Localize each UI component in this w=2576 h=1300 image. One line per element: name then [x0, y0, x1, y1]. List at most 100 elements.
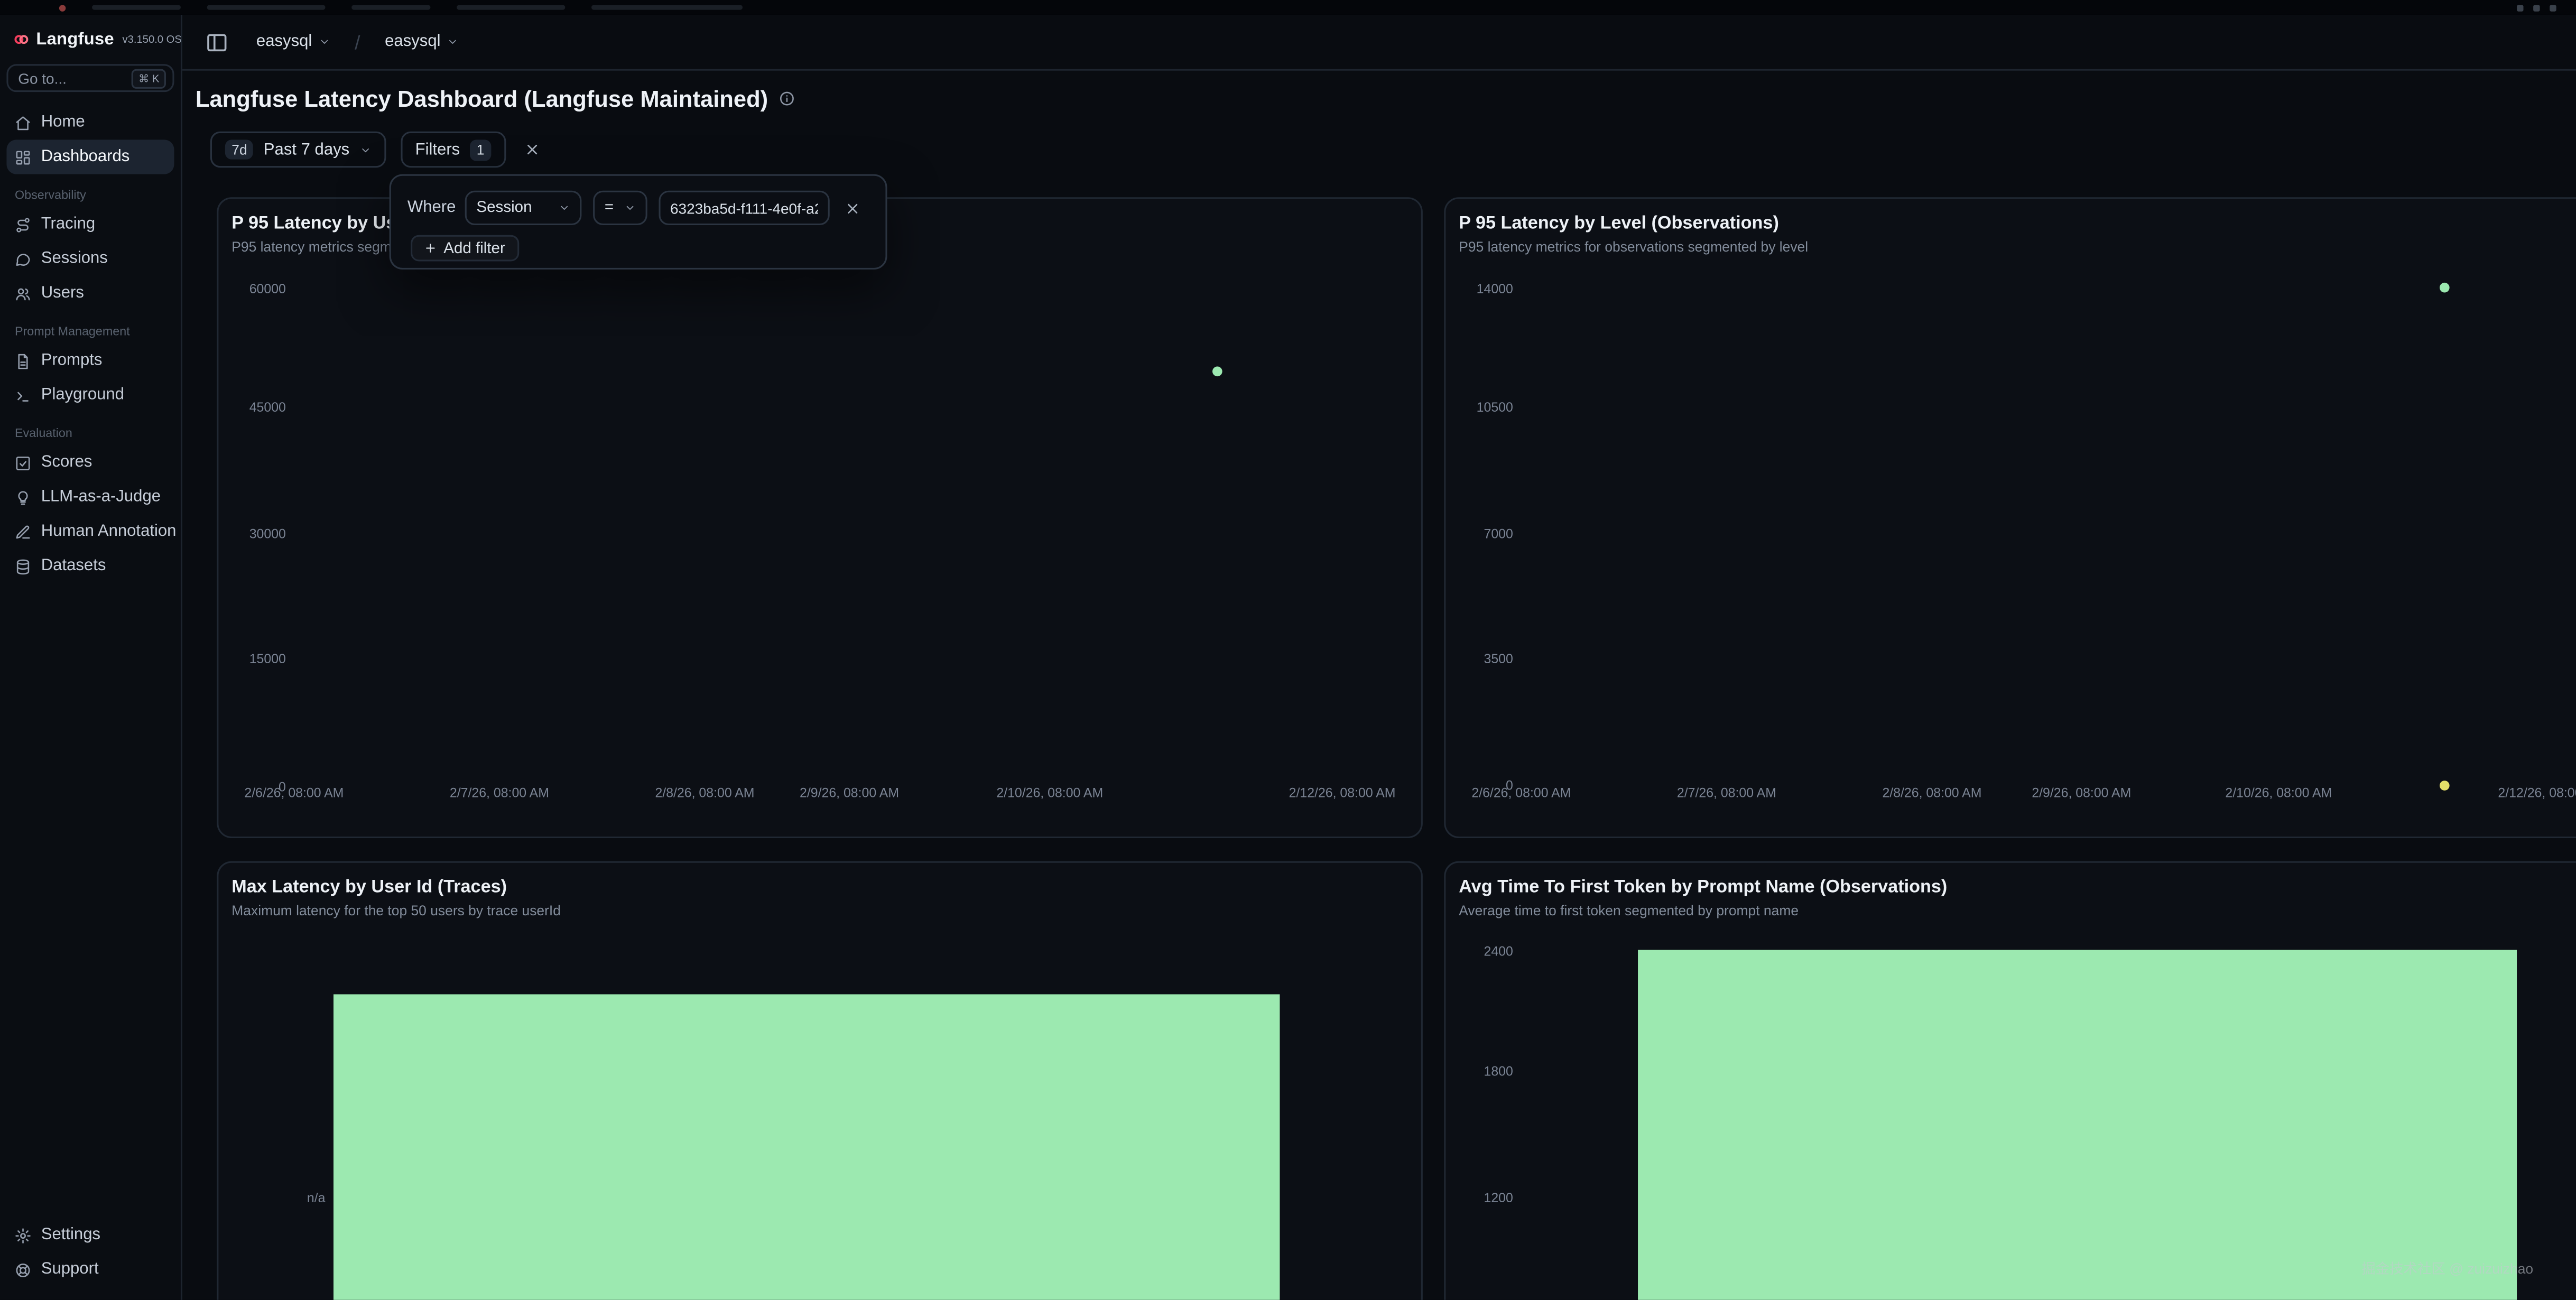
sidebar-item-label: Users — [41, 284, 84, 303]
date-range-chip: 7d — [225, 140, 254, 160]
y-axis-tick: 30000 — [249, 526, 286, 542]
sidebar-item-prompts[interactable]: Prompts — [6, 343, 174, 378]
scatter-point — [2439, 781, 2450, 791]
sidebar-item-label: Settings — [41, 1225, 101, 1245]
browser-tab-placeholder — [457, 5, 566, 10]
chevron-down-icon — [624, 202, 636, 214]
terminal-icon — [15, 387, 31, 403]
sidebar-item-human-annotation[interactable]: Human Annotation — [6, 514, 176, 549]
chevron-down-icon — [447, 36, 459, 48]
filter-value-input[interactable] — [659, 190, 830, 226]
browser-tab-placeholder — [92, 5, 181, 10]
goto-shortcut-kbd: ⌘ K — [132, 68, 166, 88]
sidebar-item-support[interactable]: Support — [6, 1252, 174, 1287]
filter-condition-row: Where Session = — [407, 190, 869, 226]
y-axis-tick: 15000 — [249, 652, 286, 667]
scatter-point — [2439, 282, 2450, 293]
plus-icon — [424, 242, 437, 255]
filter-popover: Where Session = Add filter — [389, 174, 887, 270]
project-name: easysql — [385, 33, 441, 51]
sidebar-item-datasets[interactable]: Datasets — [6, 549, 174, 583]
home-icon — [15, 114, 31, 131]
y-axis-tick: 45000 — [249, 400, 286, 415]
x-axis-tick: 2/8/26, 08:00 AM — [1882, 785, 1982, 801]
app-frame: Langfuse v3.150.0 OSS Go to... ⌘ K Home … — [0, 14, 2576, 1300]
x-axis-tick: 2/9/26, 08:00 AM — [2032, 785, 2132, 801]
main-content: easysql / easysql Langfuse Latency Dashb… — [182, 14, 2576, 1300]
x-axis-tick: 2/7/26, 08:00 AM — [449, 785, 549, 801]
remove-filter-button[interactable] — [841, 197, 865, 220]
panel-left-icon — [206, 31, 229, 54]
database-icon — [15, 558, 31, 574]
pen-icon — [15, 524, 31, 540]
filter-bar: 7d Past 7 days Filters 1 — [210, 131, 2576, 168]
where-label: Where — [407, 199, 456, 217]
sidebar-item-playground[interactable]: Playground — [6, 378, 174, 412]
file-text-icon — [15, 352, 31, 369]
route-icon — [15, 216, 31, 233]
x-axis-tick: 2/6/26, 08:00 AM — [244, 785, 344, 801]
info-icon[interactable] — [778, 90, 794, 107]
y-axis-tick: 60000 — [249, 282, 286, 297]
dashboard-grid: P 95 Latency by User Id (Traces) P95 lat… — [217, 197, 2576, 1300]
chevron-down-icon — [359, 144, 371, 155]
sidebar-item-tracing[interactable]: Tracing — [6, 207, 174, 242]
browser-extension-icon — [2550, 4, 2556, 11]
filters-button[interactable]: Filters 1 — [400, 131, 506, 168]
sidebar-item-sessions[interactable]: Sessions — [6, 242, 174, 276]
x-axis-tick: 2/12/26, 08:00 AM — [2498, 785, 2576, 801]
browser-extension-icon — [2517, 4, 2524, 11]
chart-title: Avg Time To First Token by Prompt Name (… — [1459, 877, 1948, 898]
chevron-down-icon — [559, 202, 570, 214]
y-axis-tick: 3500 — [1484, 652, 1513, 667]
sidebar-item-label: Scores — [41, 453, 92, 472]
chart-card-max-latency-by-user: Max Latency by User Id (Traces) Maximum … — [217, 861, 1423, 1300]
add-filter-button[interactable]: Add filter — [411, 235, 518, 262]
filter-operator-select[interactable]: = — [593, 190, 647, 226]
filter-column-select[interactable]: Session — [465, 190, 582, 226]
watermark: 掘金技术社区 @ zuizuizhao — [2361, 1260, 2534, 1277]
sidebar-item-llm-as-a-judge[interactable]: LLM-as-a-Judge — [6, 480, 174, 514]
goto-label: Go to... — [18, 70, 67, 87]
chart-subtitle: Maximum latency for the top 50 users by … — [231, 902, 561, 919]
category-axis-tick: n/a — [307, 1191, 326, 1206]
sidebar-footer: Settings Support — [0, 1218, 181, 1299]
y-axis-tick: 1800 — [1484, 1064, 1513, 1079]
section-label-evaluation: Evaluation — [14, 425, 72, 441]
sidebar-item-label: Dashboards — [41, 147, 130, 166]
section-label-prompt-management: Prompt Management — [14, 323, 130, 339]
x-axis-tick: 2/10/26, 08:00 AM — [2225, 785, 2332, 801]
x-axis-tick: 2/7/26, 08:00 AM — [1676, 785, 1776, 801]
sidebar-item-dashboards[interactable]: Dashboards — [6, 140, 174, 174]
x-axis-tick: 2/12/26, 08:00 AM — [1289, 785, 1396, 801]
clear-filters-button[interactable] — [521, 138, 544, 161]
chart-subtitle: Average time to first token segmented by… — [1459, 902, 1799, 919]
y-axis-tick: 1200 — [1484, 1191, 1513, 1206]
browser-extensions-area — [2517, 4, 2556, 11]
page-header: Langfuse Latency Dashboard (Langfuse Mai… — [182, 71, 2576, 117]
sidebar-item-settings[interactable]: Settings — [6, 1218, 174, 1252]
chart-card-p95-latency-by-user: P 95 Latency by User Id (Traces) P95 lat… — [217, 197, 1423, 839]
sidebar-item-label: Prompts — [41, 351, 103, 370]
sidebar-item-label: Playground — [41, 386, 124, 405]
sidebar-item-users[interactable]: Users — [6, 276, 174, 310]
version-badge: v3.150.0 OSS — [122, 33, 183, 45]
sidebar-item-label: Home — [41, 113, 85, 132]
date-range-button[interactable]: 7d Past 7 days — [210, 131, 386, 168]
x-axis-tick: 2/9/26, 08:00 AM — [800, 785, 900, 801]
sidebar-toggle-button[interactable] — [202, 27, 231, 57]
browser-chrome-bar — [0, 0, 2576, 15]
lightbulb-icon — [15, 489, 31, 505]
filters-label: Filters — [415, 140, 460, 159]
browser-tab-placeholder — [207, 5, 326, 10]
browser-tab-placeholder — [351, 5, 431, 10]
sidebar-item-home[interactable]: Home — [6, 105, 174, 140]
sidebar-item-label: Sessions — [41, 249, 108, 268]
sidebar-item-scores[interactable]: Scores — [6, 445, 174, 480]
y-axis-tick: 14000 — [1476, 282, 1513, 297]
organization-selector[interactable]: easysql — [246, 31, 340, 52]
goto-search-button[interactable]: Go to... ⌘ K — [6, 64, 174, 92]
lifebuoy-icon — [15, 1261, 31, 1278]
project-selector[interactable]: easysql — [375, 31, 468, 52]
